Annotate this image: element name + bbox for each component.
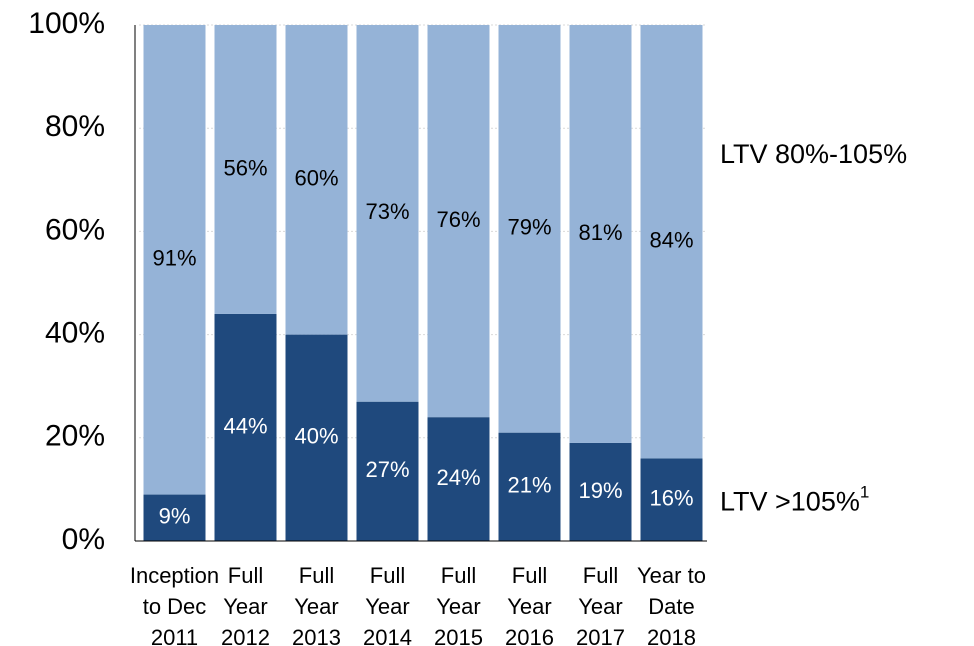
bar-segment xyxy=(498,25,561,433)
x-tick-label: Year xyxy=(436,594,480,619)
value-label: 16% xyxy=(649,486,693,511)
x-tick-label: 2013 xyxy=(292,625,341,646)
x-tick-label: Full xyxy=(299,563,334,588)
y-tick-label: 60% xyxy=(45,213,105,246)
value-label: 79% xyxy=(507,215,551,240)
bar-segment xyxy=(143,25,206,495)
x-tick-label: to Dec xyxy=(143,594,207,619)
x-tick-label: 2012 xyxy=(221,625,270,646)
x-tick-label: Full xyxy=(228,563,263,588)
y-tick-label: 40% xyxy=(45,317,105,350)
x-tick-label: Year xyxy=(578,594,622,619)
legend-name: LTV 80%-105% xyxy=(720,139,907,169)
y-tick-label: 100% xyxy=(28,7,105,40)
x-tick-label: 2017 xyxy=(576,625,625,646)
value-label: 9% xyxy=(159,504,191,529)
x-tick-label: Full xyxy=(583,563,618,588)
bar-segment xyxy=(427,25,490,418)
value-label: 24% xyxy=(436,465,480,490)
legend-label: LTV >105%1 xyxy=(720,483,869,517)
x-tick-label: 2015 xyxy=(434,625,483,646)
value-label: 91% xyxy=(152,246,196,271)
x-tick-label: Year to xyxy=(637,563,706,588)
y-tick-label: 20% xyxy=(45,420,105,453)
x-tick-label: Full xyxy=(512,563,547,588)
legend-footnote: 1 xyxy=(860,483,869,502)
bar-segment xyxy=(569,442,632,541)
bar-segment xyxy=(214,25,277,314)
x-tick-label: 2018 xyxy=(647,625,696,646)
legend-label: LTV 80%-105% xyxy=(720,139,907,169)
bar-segment xyxy=(640,25,703,459)
bar-segment xyxy=(569,25,632,443)
legend-name: LTV >105% xyxy=(720,487,860,517)
bar-segment xyxy=(285,25,348,335)
bar-segment xyxy=(498,432,561,541)
y-tick-label: 80% xyxy=(45,110,105,143)
value-label: 19% xyxy=(578,478,622,503)
value-label: 84% xyxy=(649,228,693,253)
x-tick-label: Year xyxy=(507,594,551,619)
x-tick-label: 2011 xyxy=(151,625,198,646)
x-tick-label: Year xyxy=(294,594,338,619)
bar-segment xyxy=(356,25,419,402)
bar-segment xyxy=(427,417,490,541)
bar-segment xyxy=(640,458,703,541)
value-label: 73% xyxy=(365,199,409,224)
x-tick-label: Full xyxy=(441,563,476,588)
x-tick-label: Full xyxy=(370,563,405,588)
value-label: 21% xyxy=(507,473,551,498)
value-label: 60% xyxy=(294,166,338,191)
x-tick-label: Date xyxy=(648,594,694,619)
x-tick-label: Year xyxy=(223,594,267,619)
value-label: 27% xyxy=(365,457,409,482)
value-label: 56% xyxy=(223,155,267,180)
value-label: 81% xyxy=(578,220,622,245)
value-label: 40% xyxy=(294,424,338,449)
bar-segment xyxy=(143,494,206,541)
x-tick-label: 2016 xyxy=(505,625,554,646)
x-tick-label: Inception xyxy=(130,563,219,588)
bar-segment xyxy=(285,334,348,541)
x-tick-label: 2014 xyxy=(363,625,412,646)
value-label: 44% xyxy=(223,413,267,438)
value-label: 76% xyxy=(436,207,480,232)
bar-segment xyxy=(214,313,277,541)
x-tick-label: Year xyxy=(365,594,409,619)
y-tick-label: 0% xyxy=(62,523,105,556)
bar-segment xyxy=(356,401,419,541)
